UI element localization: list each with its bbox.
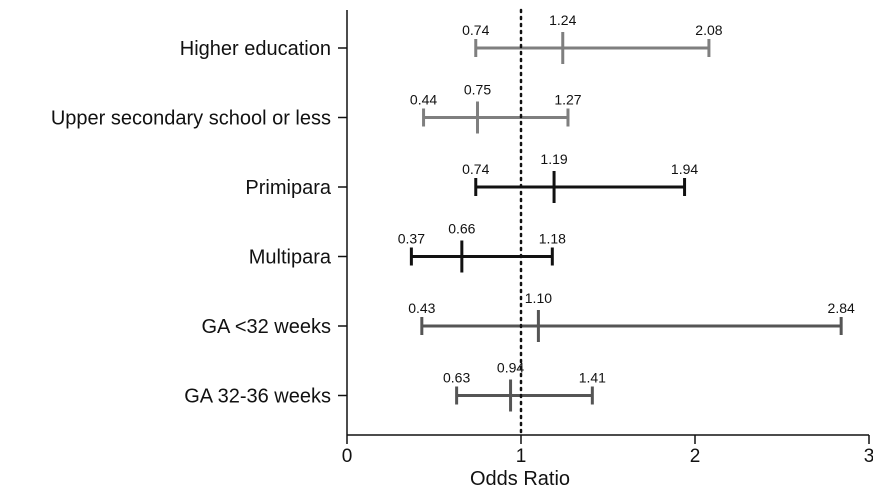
x-tick-label-2: 2 bbox=[690, 446, 701, 467]
ci-lower-label: 0.63 bbox=[443, 370, 470, 386]
or-label: 1.10 bbox=[525, 290, 552, 306]
row-label: Primipara bbox=[245, 177, 331, 199]
rows-layer: Higher education 0.74 1.24 2.08 Upper second… bbox=[51, 12, 855, 412]
row-4: GA <32 weeks 0.43 1.10 2.84 bbox=[201, 290, 855, 342]
ci-lower-label: 0.74 bbox=[462, 22, 489, 38]
ci-upper-label: 2.84 bbox=[828, 300, 855, 316]
row-label: Higher education bbox=[180, 38, 331, 60]
or-label: 0.75 bbox=[464, 82, 491, 98]
row-1: Upper secondary school or less 0.44 0.75 1.… bbox=[51, 82, 582, 134]
x-axis-title: Odds Ratio bbox=[470, 468, 570, 490]
row-3: Multipara 0.37 0.66 1.18 bbox=[249, 221, 566, 273]
row-label: Multipara bbox=[249, 247, 332, 269]
ci-upper-label: 2.08 bbox=[695, 22, 722, 38]
ci-lower-label: 0.43 bbox=[408, 300, 435, 316]
ci-lower-label: 0.37 bbox=[398, 231, 425, 247]
ci-lower-label: 0.44 bbox=[410, 92, 437, 108]
ci-upper-label: 1.27 bbox=[554, 92, 581, 108]
x-tick-label-1: 1 bbox=[516, 446, 527, 467]
or-label: 0.66 bbox=[448, 221, 475, 237]
row-2: Primipara 0.74 1.19 1.94 bbox=[245, 151, 698, 203]
or-label: 1.19 bbox=[540, 151, 567, 167]
or-label: 0.94 bbox=[497, 360, 524, 376]
row-label: GA 32-36 weeks bbox=[184, 386, 331, 408]
or-label: 1.24 bbox=[549, 12, 576, 28]
ci-upper-label: 1.94 bbox=[671, 161, 698, 177]
row-label: GA <32 weeks bbox=[201, 316, 331, 338]
row-label: Upper secondary school or less bbox=[51, 108, 331, 130]
axis-layer: Odds Ratio 0 1 2 3 bbox=[342, 8, 873, 490]
x-tick-label-0: 0 bbox=[342, 446, 353, 467]
ci-upper-label: 1.41 bbox=[579, 370, 606, 386]
ci-lower-label: 0.74 bbox=[462, 161, 489, 177]
row-0: Higher education 0.74 1.24 2.08 bbox=[180, 12, 723, 64]
ci-upper-label: 1.18 bbox=[539, 231, 566, 247]
row-5: GA 32-36 weeks 0.63 0.94 1.41 bbox=[184, 360, 606, 412]
x-tick-label-3: 3 bbox=[864, 446, 873, 467]
